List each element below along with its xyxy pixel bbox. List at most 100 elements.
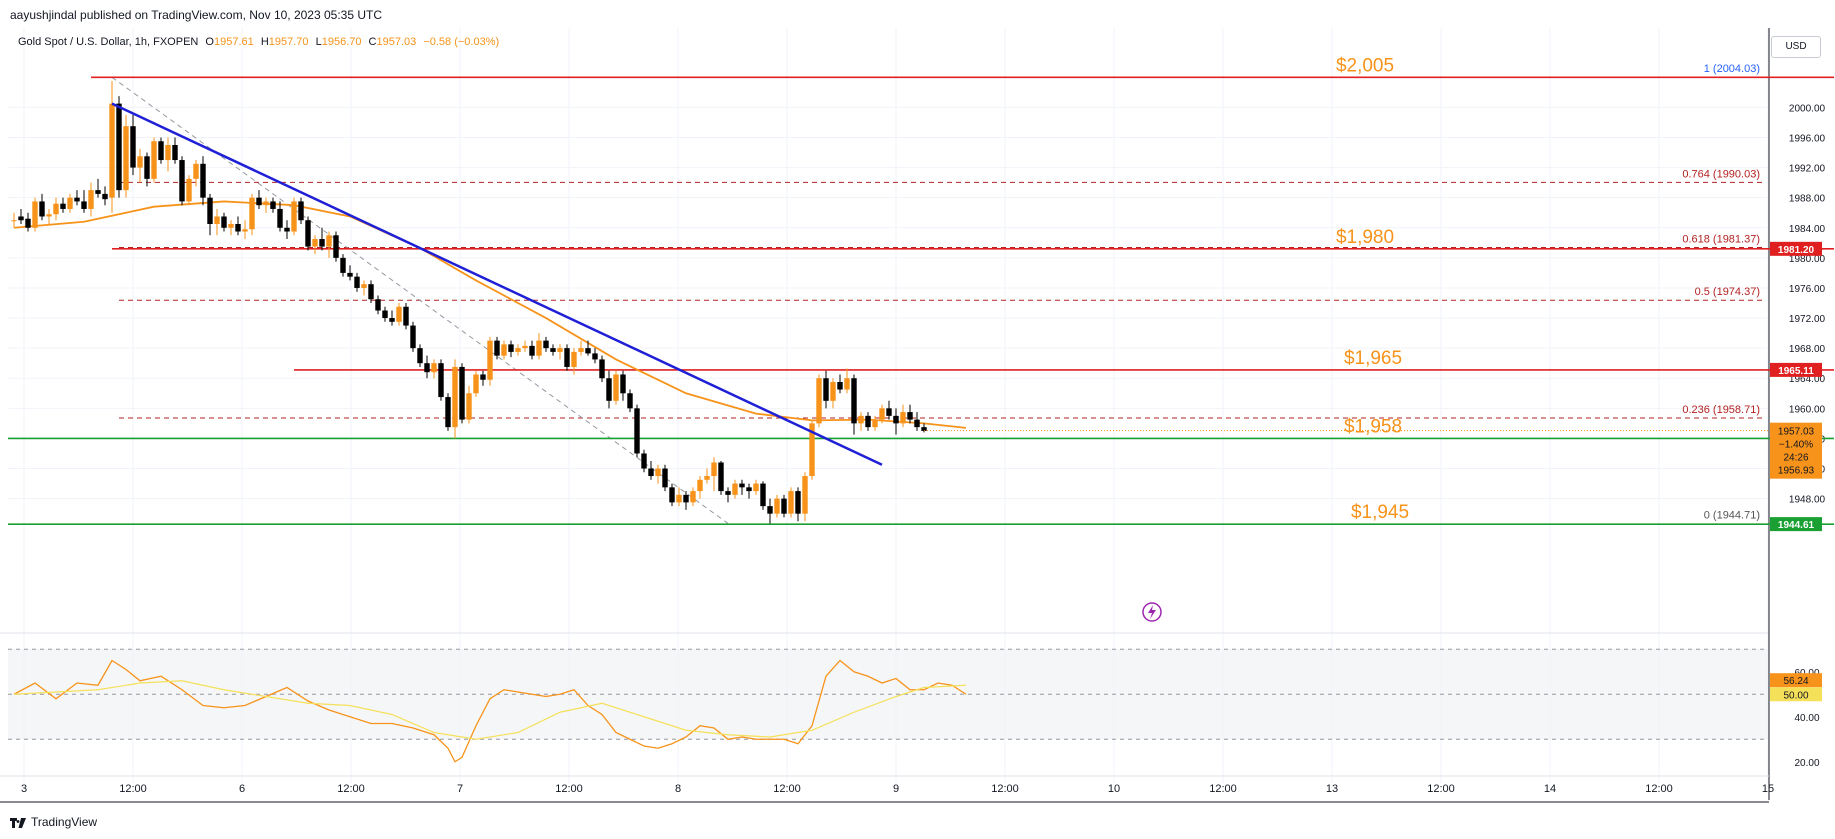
price-tick-label: 1976.00 <box>1789 284 1826 295</box>
candle-body <box>641 453 647 469</box>
candle-body <box>648 468 654 477</box>
candle-body <box>669 487 675 503</box>
candle-body <box>53 203 59 215</box>
lightning-glyph <box>1148 605 1156 619</box>
time-tick-label: 10 <box>1108 783 1120 795</box>
candle-body <box>536 340 542 356</box>
price-tick-label: 1972.00 <box>1789 314 1826 325</box>
candle-body <box>907 412 913 420</box>
current-price-text: 1957.03 <box>1778 427 1815 438</box>
fib-level-label: 0 (1944.71) <box>1704 509 1760 521</box>
rsi-tick-label: 40.00 <box>1794 713 1819 724</box>
candle-body <box>529 345 535 356</box>
candle-body <box>249 197 255 230</box>
price-tag-label: 1944.61 <box>1778 520 1815 531</box>
time-tick-label: 12:00 <box>1209 783 1237 795</box>
current-price-text: 24:26 <box>1783 453 1808 464</box>
candle-body <box>697 479 703 492</box>
candle-body <box>270 201 276 209</box>
candle-body <box>221 216 227 228</box>
candle-body <box>718 462 724 492</box>
low-value: 1956.70 <box>321 36 362 48</box>
candle-body <box>242 229 248 232</box>
fib-level-label: 0.618 (1981.37) <box>1682 234 1760 246</box>
candle-body <box>319 239 325 247</box>
candle-body <box>557 348 563 352</box>
candle-body <box>564 348 570 367</box>
candle-body <box>837 382 843 390</box>
candle-body <box>753 483 759 492</box>
candle-body <box>256 197 262 206</box>
candle-body <box>522 345 528 349</box>
price-tick-label: 1996.00 <box>1789 133 1826 144</box>
candle-body <box>571 351 577 367</box>
time-tick-label: 12:00 <box>991 783 1019 795</box>
tradingview-label: TradingView <box>31 815 98 829</box>
candle-body <box>123 126 129 191</box>
candle-body <box>207 197 213 224</box>
candle-body <box>277 208 283 228</box>
candle-body <box>802 476 808 514</box>
candle-body <box>634 408 640 454</box>
candle-body <box>389 318 395 322</box>
candle-body <box>151 141 157 179</box>
candle-body <box>599 359 605 379</box>
time-tick-label: 14 <box>1544 783 1556 795</box>
candle-body <box>774 498 780 514</box>
candle-body <box>795 491 801 514</box>
level-label: $1,958 <box>1344 416 1402 437</box>
candle-body <box>487 340 493 380</box>
fib-level-label: 0.5 (1974.37) <box>1695 286 1760 298</box>
candles <box>11 81 927 524</box>
price-tick-label: 1992.00 <box>1789 164 1826 175</box>
candle-body <box>130 126 136 168</box>
symbol-legend: Gold Spot / U.S. Dollar, 1h, FXOPEN O195… <box>18 36 499 48</box>
fib-level-label: 1 (2004.03) <box>1704 63 1760 75</box>
candle-body <box>851 378 857 424</box>
candle-body <box>592 353 598 360</box>
price-tag-label: 1965.11 <box>1778 366 1814 377</box>
current-price-text: 1956.93 <box>1778 466 1815 477</box>
candle-body <box>403 306 409 326</box>
price-tag-bg <box>1770 241 1822 256</box>
candle-body <box>25 218 31 228</box>
candle-body <box>690 491 696 503</box>
candle-body <box>424 363 430 373</box>
tradingview-logo[interactable]: TradingView <box>10 815 97 829</box>
candle-body <box>326 235 332 247</box>
candle-body <box>578 348 584 352</box>
candle-body <box>886 408 892 416</box>
candle-body <box>375 299 381 311</box>
candle-body <box>186 178 192 202</box>
price-tick-label: 1968.00 <box>1789 344 1826 355</box>
candle-body <box>732 483 738 495</box>
price-tag-label: 1981.20 <box>1778 245 1815 256</box>
candle-body <box>158 141 164 161</box>
current-price-tag <box>1770 422 1822 479</box>
price-tick-label: 1960.00 <box>1789 404 1826 415</box>
candle-body <box>809 423 815 477</box>
price-tick-label: 1980.00 <box>1789 254 1826 265</box>
level-label: $2,005 <box>1336 55 1394 76</box>
candle-body <box>627 393 633 409</box>
open-value: 1957.61 <box>213 36 254 48</box>
candle-body <box>81 201 87 209</box>
price-tick-label: 1984.00 <box>1789 224 1826 235</box>
candle-body <box>445 397 451 428</box>
candle-body <box>284 227 290 232</box>
candle-body <box>354 276 360 288</box>
candle-body <box>214 216 220 224</box>
low-label: L <box>315 36 322 48</box>
rsi-line <box>13 659 967 763</box>
candle-body <box>60 203 66 209</box>
candle-body <box>473 374 479 394</box>
currency-button[interactable]: USD <box>1771 36 1821 58</box>
candle-body <box>193 163 199 179</box>
candle-body <box>116 103 122 191</box>
price-tag-bg <box>1770 517 1822 532</box>
fib-level-label: 0.236 (1958.71) <box>1682 404 1760 416</box>
level-label: $1,945 <box>1351 502 1409 523</box>
candle-body <box>683 494 689 503</box>
candle-body <box>543 340 549 349</box>
